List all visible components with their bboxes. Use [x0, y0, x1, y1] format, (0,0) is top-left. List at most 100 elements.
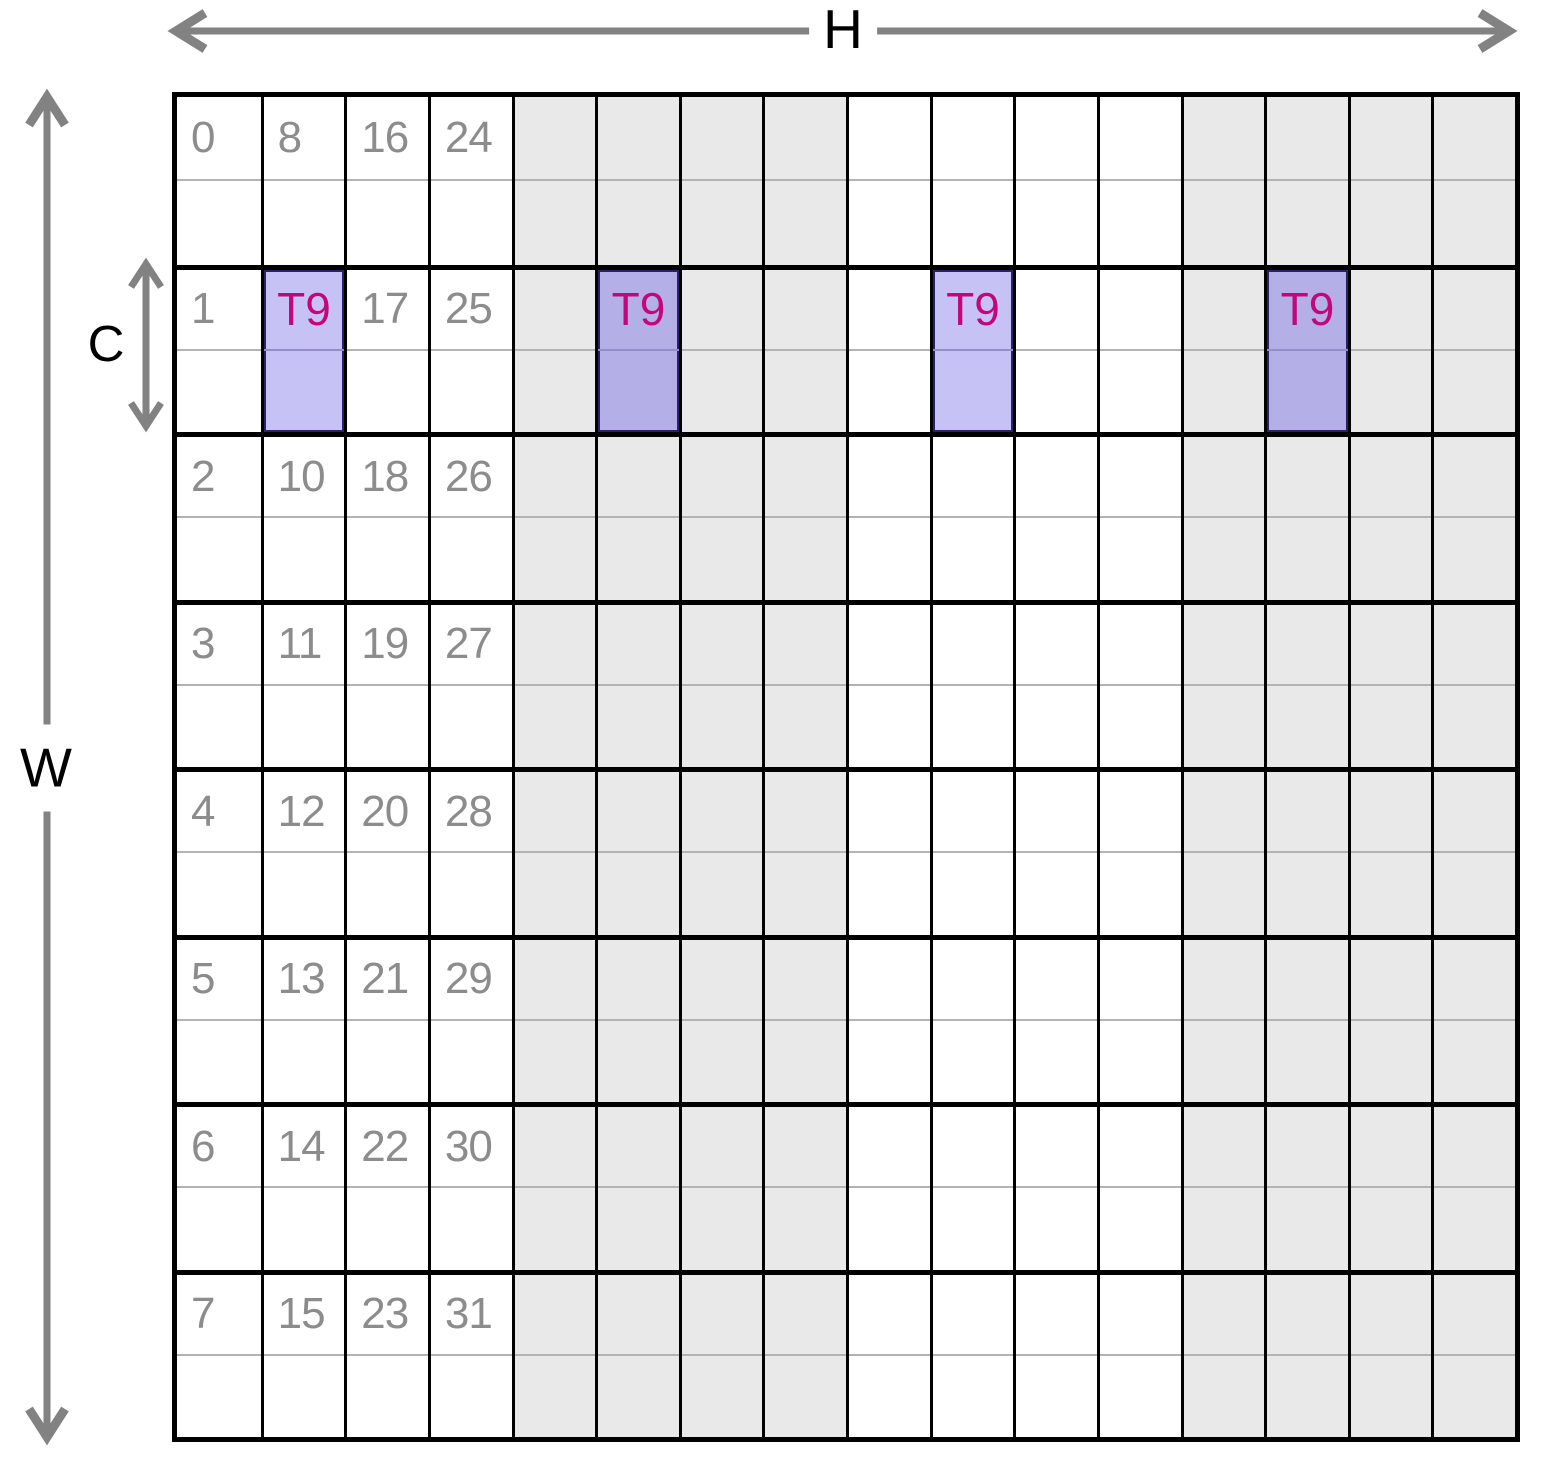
- cell-sub-row-top: 8: [263, 97, 345, 181]
- cell-sub-row-top: [1016, 1107, 1097, 1189]
- cell-sub-row-bottom: [347, 853, 428, 934]
- cell-sub-row-top: [932, 1107, 1014, 1189]
- cell-sub-row-bottom: [1267, 181, 1348, 265]
- cell-sub-row-top: [1183, 940, 1265, 1021]
- cell-sub-row-top: [932, 605, 1014, 686]
- grid-cell: 29: [427, 934, 512, 1102]
- cell-number: 30: [444, 1121, 493, 1171]
- cell-sub-row-top: [1183, 772, 1265, 854]
- cell-sub-row-bottom: [765, 853, 846, 934]
- cell-sub-row-bottom: [515, 518, 596, 599]
- grid-cell: [678, 599, 763, 767]
- cell-sub-row-bottom: [933, 181, 1014, 265]
- grid-cell: 15: [260, 1269, 345, 1437]
- grid-cell: 11: [260, 599, 345, 767]
- h-dimension-label: H: [809, 2, 877, 57]
- cell-sub-row-bottom: [1100, 853, 1181, 934]
- cell-sub-row-bottom: [264, 686, 345, 767]
- grid-cell: [762, 264, 846, 432]
- cell-sub-row-top: 2: [177, 437, 261, 519]
- cell-sub-row-bottom: [1184, 1021, 1265, 1102]
- grid-cell: [1013, 767, 1097, 935]
- cell-sub-row-top: [765, 940, 846, 1021]
- cell-sub-row-bottom: [849, 1188, 930, 1269]
- cell-sub-row-bottom: [515, 1356, 596, 1437]
- grid-cell: [511, 767, 596, 935]
- cell-sub-row-bottom: [1267, 351, 1348, 432]
- grid-cell: [678, 1269, 763, 1437]
- cell-number: 0: [191, 112, 216, 162]
- cell-sub-row-top: [1434, 772, 1515, 854]
- cell-sub-row-top: [765, 1275, 846, 1356]
- grid-cell: [929, 767, 1014, 935]
- grid-cell: [595, 767, 679, 935]
- cell-number: 16: [361, 112, 409, 162]
- cell-sub-row-top: [514, 772, 596, 854]
- cell-sub-row-top: 5: [177, 940, 261, 1021]
- cell-sub-row-bottom: [515, 351, 596, 432]
- cell-sub-row-top: [1099, 940, 1181, 1021]
- cell-sub-row-top: 1: [177, 270, 261, 351]
- cell-sub-row-top: [849, 772, 930, 854]
- grid-cell: [1096, 599, 1181, 767]
- grid-cell: 21: [344, 934, 428, 1102]
- cell-sub-row-bottom: [431, 1356, 512, 1437]
- cell-sub-row-bottom: [1267, 1021, 1348, 1102]
- cell-sub-row-top: [514, 1107, 596, 1189]
- cell-sub-row-top: [1183, 605, 1265, 686]
- grid-cell: [595, 432, 679, 600]
- grid-cell: 12: [260, 767, 345, 935]
- cell-sub-row-top: [765, 772, 846, 854]
- cell-sub-row-top: 21: [347, 940, 428, 1021]
- grid-cell: [1096, 264, 1181, 432]
- cell-sub-row-top: [1099, 1107, 1181, 1189]
- cell-number: 6: [191, 1121, 216, 1171]
- cell-sub-row-top: [765, 97, 846, 181]
- cell-sub-row-top: 27: [430, 605, 512, 686]
- cell-sub-row-top: [932, 437, 1014, 519]
- grid-cell: 19: [344, 599, 428, 767]
- cell-number: 29: [444, 954, 493, 1004]
- cell-sub-row-bottom: [177, 686, 261, 767]
- cell-number: 28: [444, 786, 493, 836]
- cell-number: 11: [277, 619, 323, 669]
- cell-sub-row-bottom: [1016, 1356, 1097, 1437]
- grid-cell: [511, 264, 596, 432]
- cell-sub-row-top: [849, 270, 930, 351]
- grid-cell: 1: [177, 264, 261, 433]
- cell-sub-row-bottom: [598, 1356, 679, 1437]
- cell-sub-row-top: [1434, 1107, 1515, 1189]
- grid-cell: [1347, 599, 1432, 767]
- cell-sub-row-top: [514, 97, 596, 181]
- cell-sub-row-bottom: [1016, 351, 1097, 432]
- double-arrow-vertical-small-icon: [128, 257, 164, 433]
- cell-sub-row-top: [765, 605, 846, 686]
- grid-cell: 22: [344, 1102, 428, 1270]
- cell-sub-row-bottom: [1100, 1188, 1181, 1269]
- grid-cell: [511, 1102, 596, 1270]
- cell-sub-row-top: 0: [177, 97, 261, 181]
- cell-sub-row-top: [1016, 437, 1097, 519]
- cell-sub-row-top: 6: [177, 1107, 261, 1189]
- cell-sub-row-bottom: [1267, 518, 1348, 599]
- cell-sub-row-top: [1016, 1275, 1097, 1356]
- cell-sub-row-bottom: [1016, 1021, 1097, 1102]
- grid-cell: 17: [344, 264, 428, 432]
- cell-sub-row-bottom: [849, 853, 930, 934]
- grid-cell: [595, 1269, 679, 1437]
- cell-sub-row-top: [1267, 605, 1348, 686]
- cell-sub-row-bottom: [177, 1188, 261, 1269]
- cell-sub-row-bottom: [347, 181, 428, 265]
- tile-t9-cell: T9: [260, 264, 345, 432]
- grid-cell: [1264, 1269, 1348, 1437]
- cell-sub-row-top: [765, 270, 846, 351]
- cell-sub-row-bottom: [177, 1356, 261, 1437]
- cell-sub-row-bottom: [1434, 1021, 1515, 1102]
- cell-sub-row-top: [849, 437, 930, 519]
- grid-cell: 16: [344, 97, 428, 265]
- cell-sub-row-top: [1099, 605, 1181, 686]
- grid-cell: [511, 97, 596, 265]
- cell-sub-row-bottom: [431, 686, 512, 767]
- grid-cell: 25: [427, 264, 512, 432]
